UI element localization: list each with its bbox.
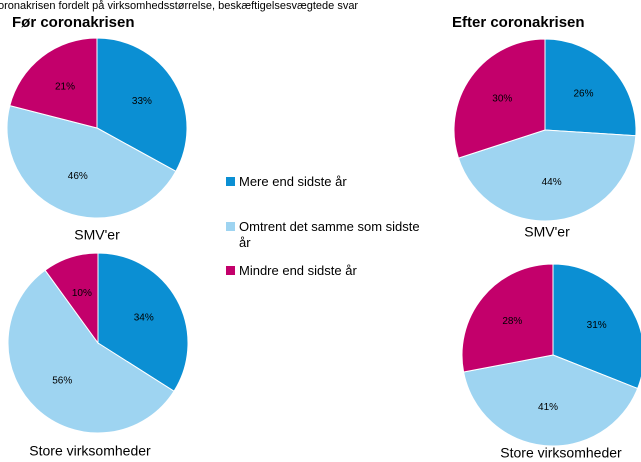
slice-label: 41% <box>538 402 558 413</box>
slice-label: 46% <box>68 171 88 182</box>
pie-label: SMV'er <box>74 227 120 243</box>
pie-slice <box>453 38 546 159</box>
pie-label: SMV'er <box>524 224 570 240</box>
legend-item: Omtrent det samme som sidste år <box>226 219 426 251</box>
legend-label: Omtrent det samme som sidste år <box>239 219 420 250</box>
pie-slice <box>544 38 637 137</box>
pie-slice <box>9 37 98 129</box>
slice-label: 31% <box>587 320 607 331</box>
pie-slice <box>7 269 175 434</box>
legend-item: Mindre end sidste år <box>226 263 426 279</box>
pie-slice <box>6 105 177 219</box>
slice-label: 28% <box>502 316 522 327</box>
legend-swatch <box>226 177 235 186</box>
slice-label: 30% <box>492 94 512 105</box>
slice-label: 33% <box>132 96 152 107</box>
pie-slice <box>96 37 188 173</box>
heading: Efter coronakrisen <box>452 14 585 31</box>
pie-slice <box>97 252 189 392</box>
slice-label: 10% <box>72 288 92 299</box>
pie-slice <box>457 129 637 222</box>
pie-slice <box>463 354 639 447</box>
slice-label: 21% <box>55 81 75 92</box>
heading: Før coronakrisen <box>12 14 135 31</box>
pie-slice <box>552 263 641 390</box>
slice-label: 26% <box>573 89 593 100</box>
pie-label: Store virksomheder <box>500 445 622 461</box>
slice-label: 56% <box>52 376 72 387</box>
legend-label: Mere end sidste år <box>239 174 347 189</box>
slice-label: 44% <box>542 177 562 188</box>
legend-label: Mindre end sidste år <box>239 263 357 278</box>
legend-swatch <box>226 266 235 275</box>
legend-item: Mere end sidste år <box>226 174 426 190</box>
pie-slice <box>44 252 99 345</box>
caption: oronakrisen fordelt på virksomhedsstørre… <box>0 0 358 12</box>
pie-label: Store virksomheder <box>29 443 151 459</box>
legend-swatch <box>226 222 235 231</box>
pie-slice <box>461 263 554 373</box>
slice-label: 34% <box>134 312 154 323</box>
